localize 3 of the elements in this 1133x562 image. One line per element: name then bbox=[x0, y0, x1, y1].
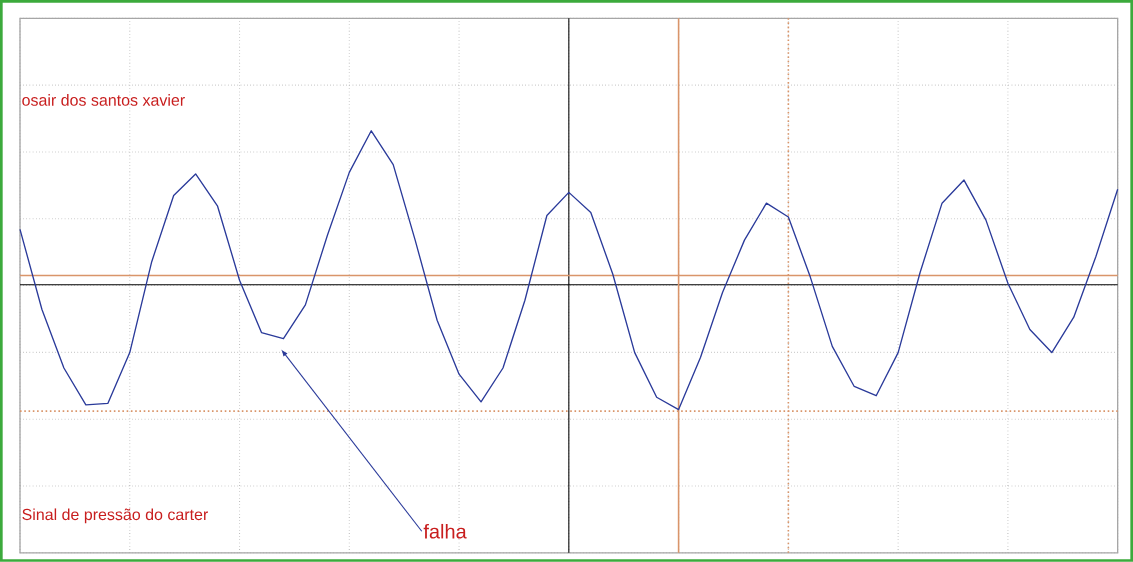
text: osair dos santos xavier bbox=[22, 94, 185, 106]
text: Sinal de pressão do carter bbox=[22, 508, 209, 524]
text: falha bbox=[423, 523, 467, 539]
